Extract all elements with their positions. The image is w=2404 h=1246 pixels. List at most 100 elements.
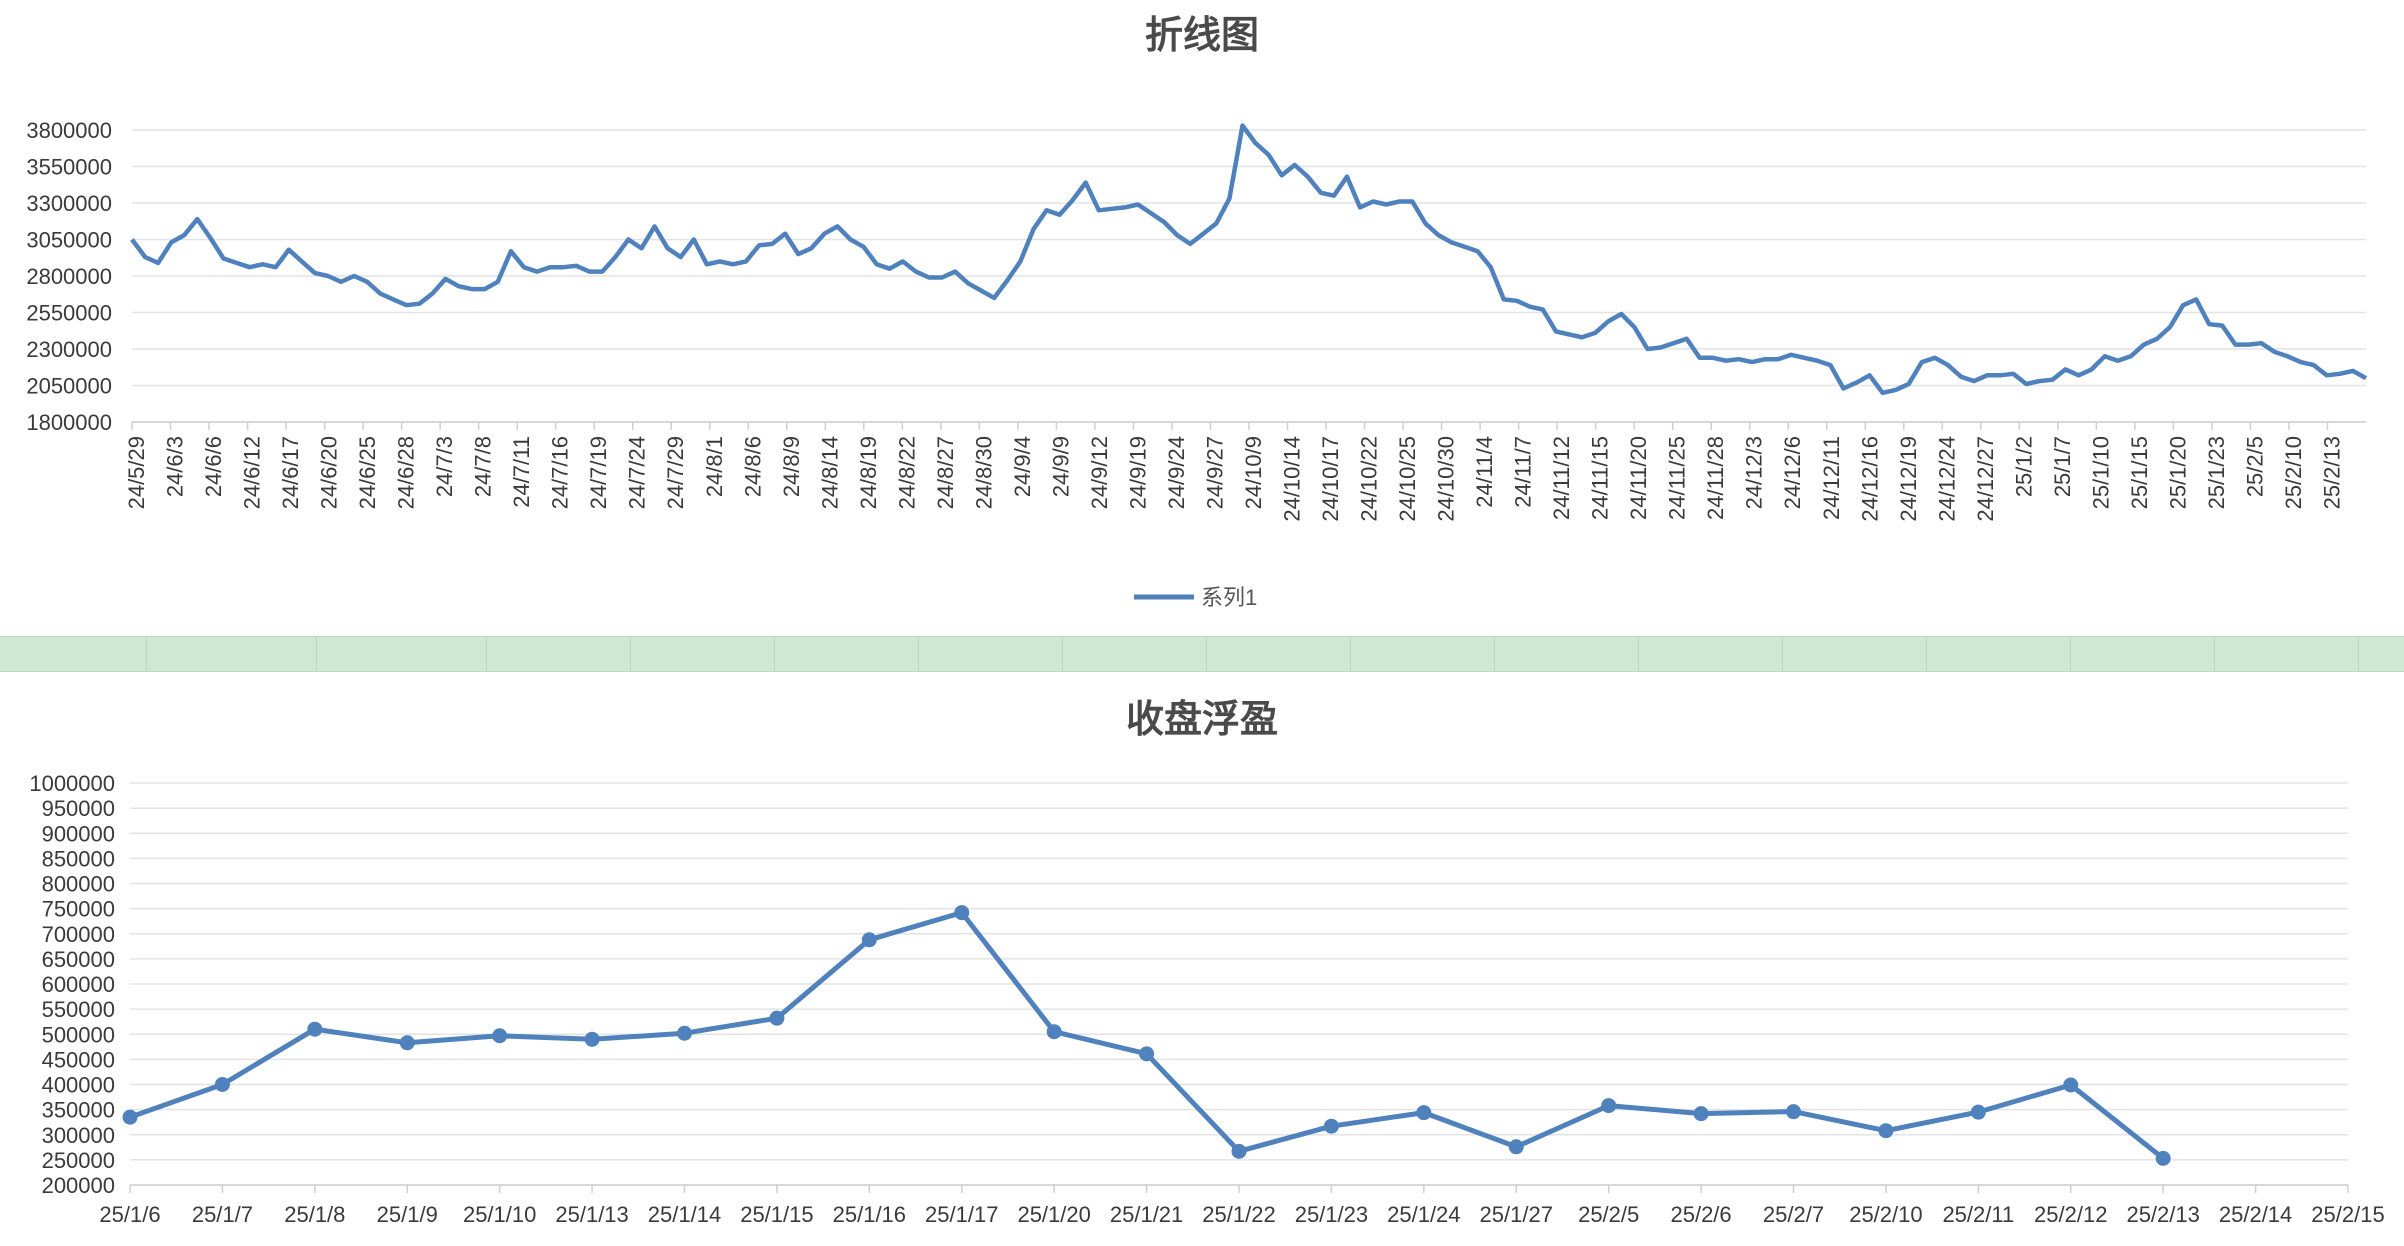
x-tick-label: 25/2/13 bbox=[2319, 436, 2344, 509]
x-tick-label: 24/10/17 bbox=[1318, 436, 1343, 522]
x-tick-label: 25/1/10 bbox=[463, 1202, 536, 1227]
strip-cell bbox=[1062, 637, 1063, 671]
x-tick-label: 25/2/5 bbox=[1578, 1202, 1639, 1227]
x-tick-label: 25/1/21 bbox=[1110, 1202, 1183, 1227]
data-point-marker bbox=[954, 905, 970, 921]
data-point-marker bbox=[2155, 1150, 2171, 1166]
y-gridlines bbox=[130, 782, 2348, 1186]
x-tick-label: 25/1/23 bbox=[1295, 1202, 1368, 1227]
strip-cell bbox=[2358, 637, 2359, 671]
strip-cell bbox=[630, 637, 631, 671]
x-tick-label: 24/5/29 bbox=[124, 436, 149, 509]
y-tick-label: 400000 bbox=[42, 1073, 115, 1098]
x-tick-label: 25/1/10 bbox=[2088, 436, 2113, 509]
x-tick-labels: 24/5/29 24/6/3 24/6/6 24/6/12 24/6/17 24/6/20… bbox=[124, 422, 2344, 522]
y-tick-label: 2550000 bbox=[26, 301, 112, 326]
x-tick-label: 24/11/7 bbox=[1511, 436, 1536, 508]
x-tick-label: 25/2/15 bbox=[2311, 1202, 2384, 1227]
y-tick-label: 900000 bbox=[42, 821, 115, 846]
y-tick-label: 800000 bbox=[42, 872, 115, 897]
x-tick-label: 24/8/9 bbox=[779, 436, 804, 497]
x-tick-label: 24/6/6 bbox=[201, 436, 226, 497]
x-tick-labels: 25/1/6 25/1/7 25/1/8 25/1/9 25/1/10 25/1/13 25… bbox=[99, 1185, 2385, 1227]
x-tick-label: 24/8/22 bbox=[894, 436, 919, 509]
x-tick-label: 25/2/14 bbox=[2219, 1202, 2292, 1227]
strip-cell bbox=[774, 637, 775, 671]
x-tick-label: 24/8/14 bbox=[817, 436, 842, 509]
x-tick-label: 25/1/7 bbox=[192, 1202, 253, 1227]
y-tick-label: 3050000 bbox=[26, 228, 112, 253]
y-tick-label: 950000 bbox=[42, 796, 115, 821]
y-tick-label: 2800000 bbox=[26, 264, 112, 289]
x-tick-label: 24/12/6 bbox=[1780, 436, 1805, 509]
data-point-marker bbox=[1323, 1118, 1339, 1134]
x-tick-label: 24/9/24 bbox=[1164, 436, 1189, 509]
x-tick-label: 25/2/7 bbox=[1763, 1202, 1824, 1227]
x-tick-label: 25/2/10 bbox=[1849, 1202, 1922, 1227]
x-tick-label: 24/9/9 bbox=[1048, 436, 1073, 497]
x-tick-label: 24/7/19 bbox=[586, 436, 611, 509]
x-tick-label: 24/10/14 bbox=[1280, 436, 1305, 522]
x-tick-label: 24/11/28 bbox=[1703, 436, 1728, 520]
x-tick-label: 24/6/28 bbox=[394, 436, 419, 509]
x-tick-label: 24/8/19 bbox=[856, 436, 881, 509]
y-tick-label: 1000000 bbox=[29, 771, 115, 796]
x-tick-label: 24/6/20 bbox=[317, 436, 342, 509]
data-point-marker bbox=[2063, 1077, 2079, 1093]
x-tick-label: 25/1/27 bbox=[1480, 1202, 1553, 1227]
y-tick-label: 500000 bbox=[42, 1022, 115, 1047]
y-tick-label: 3550000 bbox=[26, 155, 112, 180]
y-tick-label: 2050000 bbox=[26, 374, 112, 399]
x-tick-label: 25/1/9 bbox=[377, 1202, 438, 1227]
x-tick-label: 25/1/23 bbox=[2204, 436, 2229, 509]
data-point-marker bbox=[1601, 1098, 1617, 1114]
y-tick-label: 3800000 bbox=[26, 118, 112, 143]
x-tick-label: 25/2/10 bbox=[2281, 436, 2306, 509]
data-point-marker bbox=[1693, 1106, 1709, 1122]
x-tick-label: 24/7/8 bbox=[471, 436, 496, 497]
strip-cell bbox=[486, 637, 487, 671]
x-tick-label: 24/11/25 bbox=[1665, 436, 1690, 520]
x-tick-label: 24/12/3 bbox=[1742, 436, 1767, 509]
data-point-marker bbox=[399, 1035, 415, 1051]
y-tick-label: 300000 bbox=[42, 1123, 115, 1148]
data-point-marker bbox=[584, 1031, 600, 1047]
x-tick-label: 25/1/15 bbox=[2127, 436, 2152, 509]
series-line bbox=[129, 910, 2165, 1161]
y-tick-label: 1800000 bbox=[26, 410, 112, 435]
y-tick-label: 3300000 bbox=[26, 191, 112, 216]
y-tick-labels: 1800000 2050000 2300000 2550000 2800000 30500… bbox=[26, 118, 112, 435]
x-tick-label: 24/8/6 bbox=[740, 436, 765, 497]
x-tick-label: 24/11/15 bbox=[1588, 436, 1613, 520]
x-tick-label: 24/11/12 bbox=[1549, 436, 1574, 520]
x-tick-label: 24/10/30 bbox=[1434, 436, 1459, 522]
chart-title: 收盘浮盈 bbox=[1126, 698, 1278, 741]
x-tick-label: 25/1/2 bbox=[2011, 436, 2036, 497]
x-tick-label: 24/6/25 bbox=[355, 436, 380, 509]
legend-label: 系列1 bbox=[1201, 585, 1257, 610]
x-tick-label: 25/2/11 bbox=[1942, 1202, 2014, 1227]
data-point-marker bbox=[122, 1109, 138, 1125]
y-tick-label: 450000 bbox=[42, 1047, 115, 1072]
y-tick-label: 750000 bbox=[42, 897, 115, 922]
x-tick-label: 24/9/4 bbox=[1010, 436, 1035, 497]
data-point-marker bbox=[1231, 1143, 1247, 1159]
x-tick-label: 24/12/16 bbox=[1857, 436, 1882, 522]
x-tick-label: 25/1/16 bbox=[833, 1202, 906, 1227]
x-tick-label: 24/11/4 bbox=[1472, 436, 1497, 508]
x-tick-label: 24/10/22 bbox=[1357, 436, 1382, 522]
x-tick-label: 24/12/11 bbox=[1819, 436, 1844, 520]
y-tick-label: 200000 bbox=[42, 1173, 115, 1198]
x-tick-label: 24/12/19 bbox=[1896, 436, 1921, 522]
x-tick-label: 25/1/8 bbox=[284, 1202, 345, 1227]
y-tick-label: 650000 bbox=[42, 947, 115, 972]
x-tick-label: 25/2/5 bbox=[2242, 436, 2267, 497]
x-tick-label: 25/1/6 bbox=[99, 1202, 160, 1227]
x-tick-label: 24/12/24 bbox=[1934, 436, 1959, 522]
data-point-marker bbox=[1786, 1104, 1801, 1120]
data-point-marker bbox=[492, 1028, 508, 1044]
strip-cell bbox=[918, 637, 919, 671]
x-tick-label: 24/8/1 bbox=[702, 436, 727, 497]
x-tick-label: 25/2/6 bbox=[1670, 1202, 1731, 1227]
x-tick-label: 24/9/19 bbox=[1125, 436, 1150, 509]
